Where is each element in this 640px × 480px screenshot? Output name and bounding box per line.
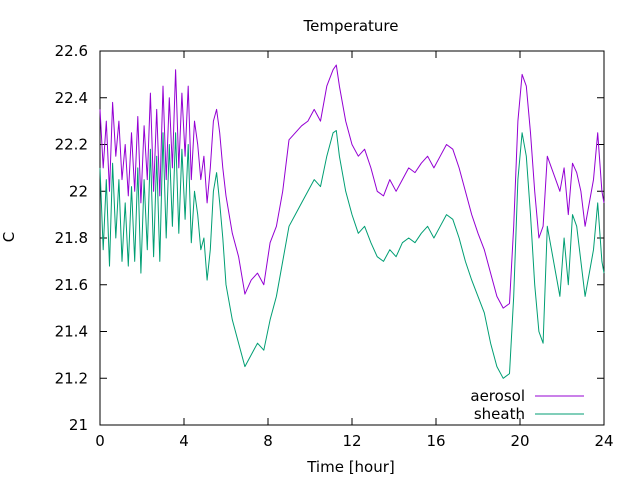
y-tick-label: 22	[69, 182, 88, 200]
x-axis-label: Time [hour]	[306, 458, 395, 476]
x-tick-label: 0	[95, 432, 105, 450]
y-tick-label: 22.6	[55, 42, 88, 60]
y-tick-label: 21.4	[55, 323, 88, 341]
y-tick-label: 22.2	[55, 136, 88, 154]
series-line-aerosol	[99, 64, 605, 309]
x-axis-ticks: 0 4 8 12 16 20 24	[95, 51, 614, 450]
chart-title: Temperature	[302, 17, 398, 35]
y-axis-label: C	[0, 232, 18, 242]
series-line-sheath	[99, 130, 605, 379]
x-tick-label: 12	[342, 432, 361, 450]
y-tick-label: 21.2	[55, 369, 88, 387]
y-tick-label: 21.8	[55, 229, 88, 247]
plot-area: 21 21.2 21.4 21.6 21.8 22 22.2 22.4 22.6 0 4 8 12 16…	[55, 42, 614, 450]
x-tick-label: 24	[594, 432, 613, 450]
y-tick-label: 22.4	[55, 89, 88, 107]
y-axis-ticks: 21 21.2 21.4 21.6 21.8 22 22.2 22.4 22.6	[55, 42, 604, 434]
legend-label-sheath: sheath	[474, 405, 525, 423]
legend-label-aerosol: aerosol	[470, 387, 525, 405]
y-tick-label: 21.6	[55, 276, 88, 294]
x-tick-label: 4	[179, 432, 189, 450]
x-tick-label: 20	[510, 432, 529, 450]
series-group	[99, 64, 605, 379]
y-tick-label: 21	[69, 416, 88, 434]
x-tick-label: 16	[426, 432, 445, 450]
x-tick-label: 8	[263, 432, 273, 450]
